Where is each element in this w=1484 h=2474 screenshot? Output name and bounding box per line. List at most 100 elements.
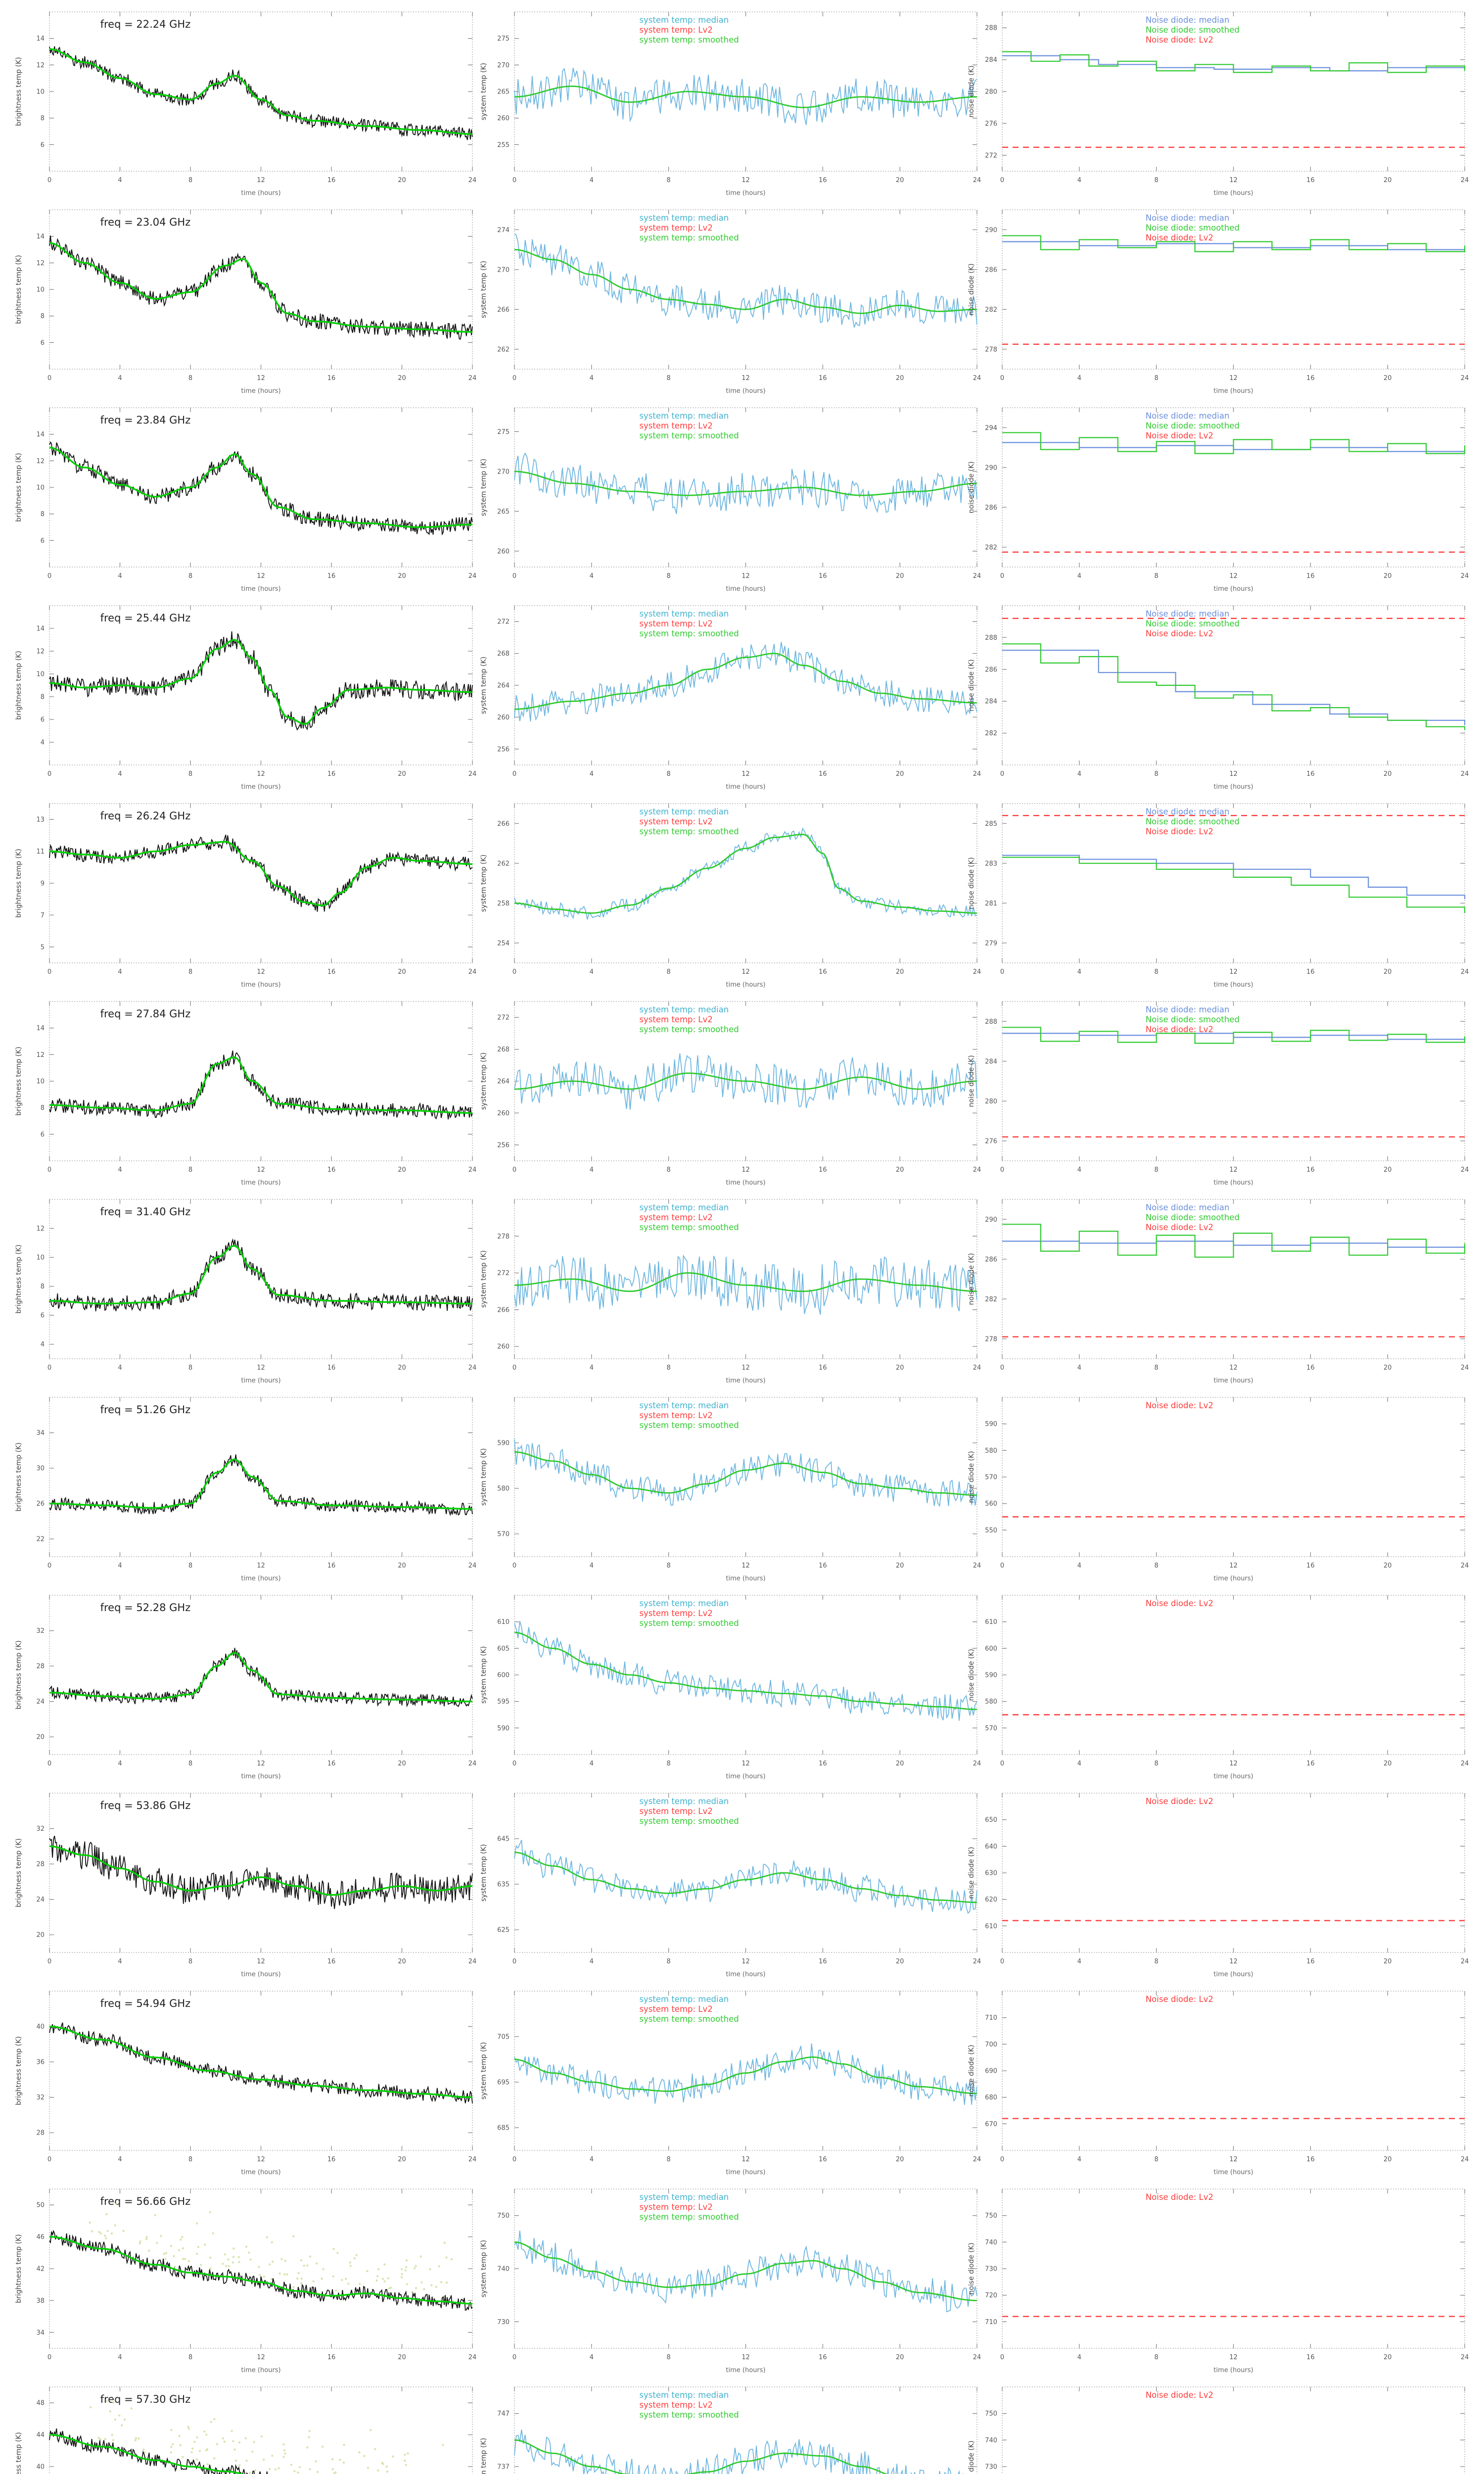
x-tick-label: 24	[468, 2156, 477, 2163]
x-tick-label: 12	[1229, 1166, 1238, 1174]
y-tick-label: 14	[36, 625, 45, 633]
panel-p2-row10: 0 4 8 12 16 20 24 625 635 645 system temp (K) time …	[480, 1793, 981, 1978]
y-tick-label: 685	[497, 2125, 510, 2132]
scatter-dot	[98, 2231, 100, 2233]
plot-row-9: 0 4 8 12 16 20 24 20 24 28 32 brightness temp (K) ti…	[15, 1595, 1469, 1780]
scatter-dot	[134, 2439, 137, 2441]
y-axis-label: noise diode (K)	[968, 1847, 975, 1899]
scatter-dot	[182, 2456, 184, 2458]
x-axis-label: time (hours)	[726, 783, 765, 791]
scatter-dot	[105, 2213, 108, 2216]
system-temp-smoothed-trace	[514, 1631, 977, 1711]
panel-p2-row4: 0 4 8 12 16 20 24 256 260 264 268 272 system temp (K…	[480, 605, 981, 791]
scatter-dot	[392, 2455, 394, 2458]
y-tick-label: 6	[41, 537, 45, 545]
raw-data-trace	[49, 46, 473, 141]
y-axis-label: brightness temp (K)	[15, 1244, 23, 1314]
raw-data-trace	[49, 1454, 473, 1517]
scatter-dot	[154, 2214, 156, 2217]
scatter-dot	[297, 2272, 300, 2275]
x-tick-label: 0	[1000, 1166, 1004, 1174]
x-tick-label: 20	[1384, 1958, 1392, 1965]
x-tick-label: 24	[468, 1760, 477, 1767]
y-tick-label: 270	[497, 62, 510, 69]
panel-p1-row6: 0 4 8 12 16 20 24 6 8 10 12 14 brightness temp (K) ti…	[15, 1001, 476, 1187]
raw-data-trace	[49, 2428, 268, 2474]
x-axis-label: time (hours)	[1213, 1971, 1253, 1978]
scatter-dot	[374, 2448, 376, 2450]
scatter-dot	[232, 2261, 234, 2264]
x-tick-label: 0	[47, 177, 51, 184]
x-tick-label: 24	[468, 177, 477, 184]
scatter-dot	[300, 2277, 303, 2280]
y-tick-label: 290	[985, 1216, 997, 1224]
x-tick-label: 24	[468, 375, 477, 382]
smoothed-trace	[49, 1244, 472, 1305]
x-tick-label: 12	[257, 2156, 265, 2163]
x-tick-label: 24	[468, 1958, 477, 1965]
y-tick-label: 32	[36, 1825, 45, 1833]
x-tick-label: 16	[819, 572, 827, 580]
scatter-dot	[308, 2436, 310, 2438]
smoothed-trace	[49, 639, 472, 725]
x-tick-label: 16	[1306, 572, 1315, 580]
x-tick-label: 0	[512, 1958, 516, 1965]
legend-entry: system temp: Lv2	[639, 2202, 712, 2212]
y-tick-label: 695	[497, 2079, 510, 2087]
y-tick-label: 640	[985, 1843, 997, 1851]
scatter-dot	[233, 2448, 236, 2451]
y-tick-label: 625	[497, 1927, 510, 1934]
x-tick-label: 8	[188, 177, 192, 184]
x-tick-label: 24	[1461, 968, 1469, 976]
scatter-dot	[212, 2232, 215, 2235]
scatter-dot	[209, 2211, 211, 2214]
y-tick-label: 720	[985, 2292, 997, 2299]
scatter-dot	[123, 2418, 126, 2421]
scatter-dot	[430, 2284, 433, 2286]
y-tick-label: 730	[985, 2464, 997, 2471]
raw-data-trace	[49, 834, 473, 912]
plot-frame	[49, 407, 473, 568]
scatter-dot	[187, 2426, 189, 2428]
scatter-dot	[213, 2418, 216, 2421]
x-tick-label: 16	[1306, 1958, 1315, 1965]
x-tick-label: 16	[327, 2354, 336, 2361]
freq-title: freq = 26.24 GHz	[100, 810, 191, 822]
x-tick-label: 20	[896, 770, 904, 778]
x-tick-label: 12	[257, 375, 265, 382]
scatter-dot	[160, 2235, 162, 2237]
x-axis-label: time (hours)	[726, 1575, 765, 1582]
y-tick-label: 272	[497, 1014, 510, 1022]
legend-entry: system temp: smoothed	[639, 1223, 739, 1232]
legend-entry: system temp: smoothed	[639, 2410, 739, 2420]
y-tick-label: 272	[985, 152, 997, 159]
plot-frame	[514, 2189, 977, 2349]
scatter-dot	[227, 2258, 230, 2261]
scatter-dot	[111, 2433, 113, 2436]
x-tick-label: 8	[667, 968, 671, 976]
scatter-dot	[138, 2437, 140, 2440]
plot-frame	[1002, 2386, 1465, 2474]
scatter-dot	[228, 2265, 230, 2267]
scatter-dot	[196, 2436, 198, 2439]
scatter-dot	[238, 2464, 241, 2467]
scatter-dot	[232, 2256, 235, 2258]
x-tick-label: 24	[973, 177, 981, 184]
y-tick-label: 7	[41, 912, 45, 919]
legend-entry: Noise diode: Lv2	[1146, 431, 1213, 440]
scatter-dot	[190, 2451, 193, 2453]
plot-frame	[1002, 407, 1465, 568]
x-tick-label: 20	[1384, 2354, 1392, 2361]
x-tick-label: 20	[1384, 177, 1392, 184]
x-tick-label: 12	[1229, 1760, 1238, 1767]
plot-row-6: 0 4 8 12 16 20 24 6 8 10 12 14 brightness temp (K) ti…	[15, 1001, 1469, 1187]
plot-frame	[514, 209, 977, 370]
y-tick-label: 274	[497, 227, 510, 234]
x-axis-label: time (hours)	[726, 1971, 765, 1978]
y-tick-label: 34	[36, 1429, 45, 1437]
y-axis-label: noise diode (K)	[968, 2045, 975, 2096]
legend-entry: system temp: Lv2	[639, 421, 712, 430]
y-tick-label: 8	[41, 1104, 45, 1112]
x-tick-label: 12	[1229, 1364, 1238, 1372]
panel-p2-row13: 04812162024727737747system temp (K)time …	[480, 2386, 977, 2474]
